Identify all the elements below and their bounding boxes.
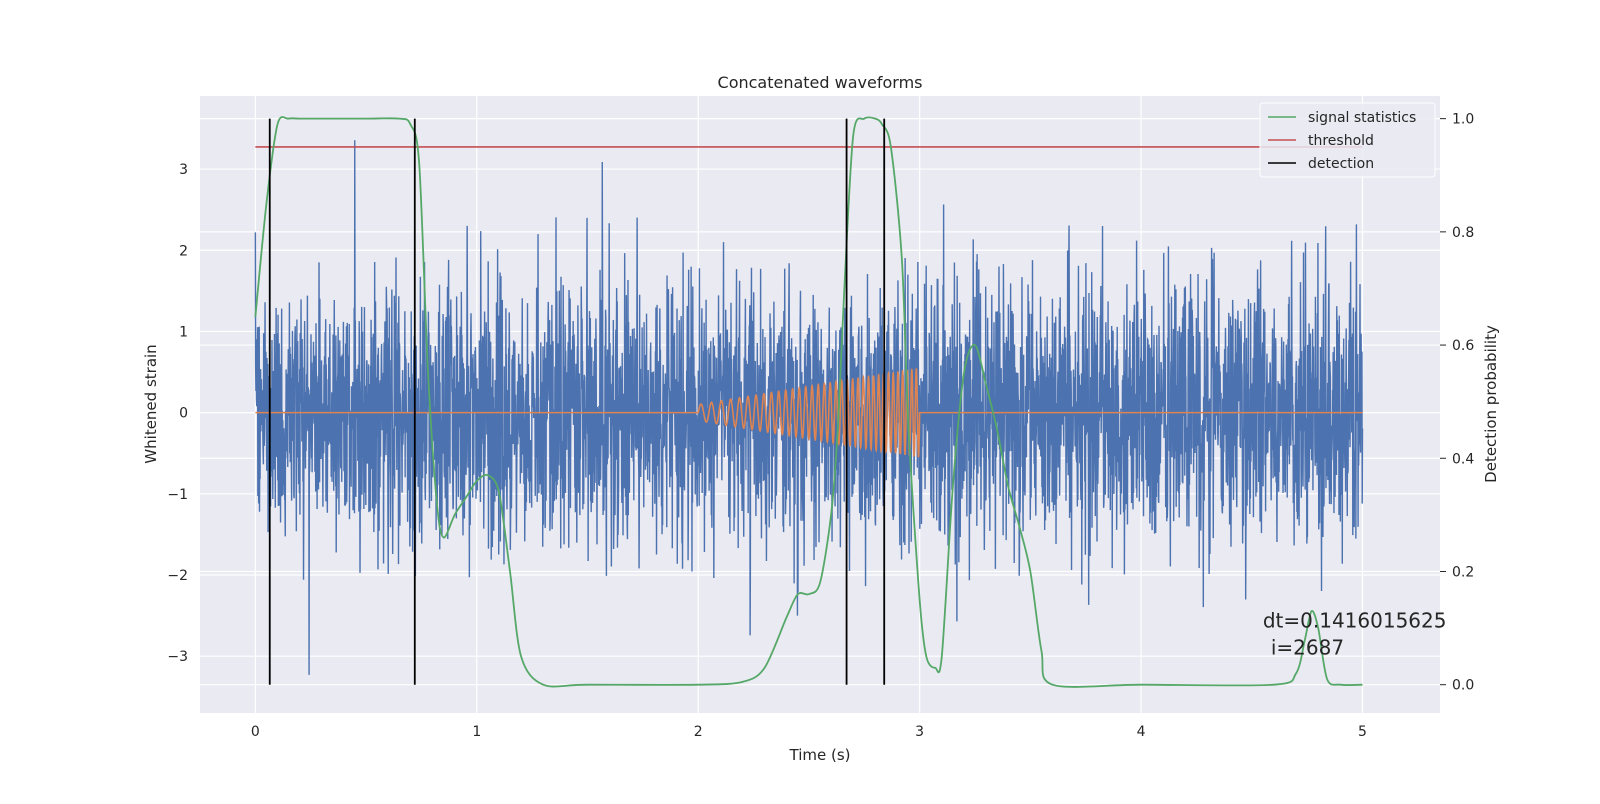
strain-line: [254, 140, 1364, 675]
axis-ticks: 0 1 2 3 4 5 −3 −2 −1 0 1 2 3 0.0 0.2 0.4 0.6 0.8 1.0: [167, 112, 1474, 740]
y-tick-label-left: −2: [167, 568, 188, 584]
legend-box: [1259, 102, 1436, 178]
y-tick-label-right: 0.2: [1452, 564, 1474, 580]
y-axis-label-left: Whitened strain: [142, 344, 160, 463]
template-line: [255, 368, 1363, 458]
annotation-dt: dt=0.1416015625: [1263, 609, 1447, 633]
x-tick-label: 3: [915, 724, 924, 740]
y-tick-label-left: −1: [167, 487, 188, 503]
y-tick-label-right: 0.8: [1452, 225, 1474, 241]
template-series: [255, 368, 1363, 458]
y-tick-label-left: 3: [179, 162, 188, 178]
x-tick-label: 5: [1358, 724, 1367, 740]
x-tick-label: 0: [251, 724, 260, 740]
legend-label-detection: detection: [1308, 156, 1374, 172]
detection-series: [268, 118, 886, 685]
y-tick-label-right: 0.0: [1452, 678, 1474, 694]
y-tick-label-left: 2: [179, 243, 188, 259]
annotation: dt=0.1416015625 i=2687: [1263, 609, 1447, 660]
y-tick-label-left: 0: [179, 406, 188, 422]
legend-label-threshold: threshold: [1308, 133, 1374, 149]
y-tick-label-right: 0.4: [1452, 451, 1474, 467]
chart-title: Concatenated waveforms: [718, 73, 923, 92]
y-axis-label-right: Detection probability: [1482, 325, 1500, 483]
x-axis-label: Time (s): [789, 746, 851, 764]
x-tick-label: 4: [1137, 724, 1146, 740]
x-tick-label: 1: [472, 724, 481, 740]
signal-statistics-series: [254, 116, 1363, 688]
strain-series: [254, 140, 1364, 675]
y-tick-label-right: 1.0: [1452, 112, 1474, 128]
legend: signal statistics threshold detection: [1259, 102, 1436, 178]
annotation-index: i=2687: [1271, 636, 1344, 660]
y-tick-label-left: 1: [179, 324, 188, 340]
legend-label-signal-statistics: signal statistics: [1308, 110, 1416, 126]
y-tick-label-right: 0.6: [1452, 338, 1474, 354]
y-tick-label-left: −3: [167, 649, 188, 665]
x-tick-label: 2: [694, 724, 703, 740]
signal-statistics-line: [254, 116, 1363, 688]
